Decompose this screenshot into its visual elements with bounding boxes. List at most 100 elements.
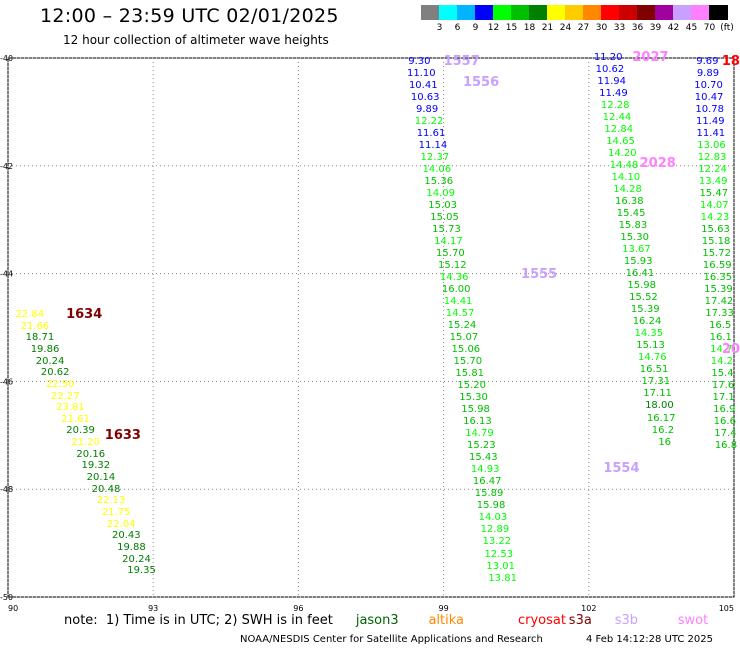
wave-height-label: 16.00 [441,284,471,296]
wave-height-label: 16.47 [472,476,502,488]
scale-swatch [601,5,620,20]
wave-height-label: 21.75 [101,506,131,518]
wave-height-label: 12.53 [484,548,514,560]
wave-height-label: 14.10 [611,172,641,184]
wave-height-label: 15.45 [616,208,646,220]
wave-height-label: 14.23 [700,211,730,223]
scale-label: 42 [667,23,680,33]
scale-swatch [673,5,692,20]
wave-height-label: 14.17 [434,235,463,247]
wave-height-label: 14.07 [700,199,729,211]
wave-height-label: 12.37 [420,151,450,163]
wave-height-label: 23.81 [56,402,85,414]
wave-height-label: 16.2 [651,424,675,436]
wave-height-label: 16.51 [639,364,669,376]
wave-height-label: 14.65 [606,136,635,148]
scale-label: 15 [505,23,518,33]
wave-height-label: 10.41 [408,79,438,91]
pass-id-label: 1555 [521,266,558,282]
wave-height-label: 22.84 [15,309,45,321]
wave-height-label: 14.76 [637,352,667,364]
lon-tick-label: 105 [719,604,734,613]
wave-height-label: 15.72 [702,248,731,259]
scale-label: 6 [454,23,461,33]
lat-tick-label: -48 [0,485,13,494]
wave-height-label: 14.36 [439,272,469,284]
wave-height-label: 15.98 [627,280,657,292]
scale-label: 27 [577,23,590,33]
wave-height-label: 16.41 [625,268,655,280]
lon-tick-label: 96 [293,604,303,613]
wave-height-label: 17.33 [705,308,734,320]
wave-height-label: 17.4 [714,428,737,440]
wave-height-label: 22.27 [51,390,80,402]
note-text: note: 1) Time is in UTC; 2) SWH is in fe… [64,613,333,628]
wave-height-label: 16.35 [703,272,733,284]
scale-label: 45 [685,23,698,33]
wave-height-label: 12.84 [604,124,634,136]
pass-id-label: 1554 [603,460,640,476]
wave-height-label: 15.70 [436,248,465,259]
lon-tick-label: 102 [581,604,596,613]
wave-height-label: 21.61 [61,413,90,425]
wave-height-label: 9.69 [696,55,719,67]
lat-tick-label: -50 [0,593,13,602]
wave-height-label: 20.39 [66,425,95,437]
satellite-legend-jason3: jason3 [355,613,399,628]
wave-height-label: 16.59 [702,260,732,272]
wave-height-label: 14.20 [607,148,637,160]
scale-swatch [709,5,728,20]
pass-id-label: 1557 [443,53,480,69]
wave-height-label: 20.24 [35,355,65,367]
wave-height-label: 15.52 [629,292,658,304]
scale-label: 18 [523,23,536,33]
wave-height-label: 10.47 [694,91,724,103]
satellite-legend-altika: altika [428,613,464,628]
wave-height-label: 17.31 [641,376,671,388]
wave-height-label: 16.1 [709,332,732,344]
wave-height-label: 12.89 [480,524,510,536]
wave-height-label: 15.05 [430,211,459,223]
wave-height-label: 12.22 [414,115,444,127]
scale-unit: (ft) [720,23,734,33]
wave-height-label: 13.67 [622,244,651,256]
wave-height-label: 15.39 [630,304,660,316]
plot-frame [7,57,735,598]
scale-swatch [619,5,638,20]
wave-height-label: 15.23 [467,440,496,452]
wave-height-label: 9.89 [696,67,720,79]
satellite-legend-s3b: s3b [614,613,639,628]
wave-height-label: 15.98 [476,500,506,512]
wave-height-label: 14.48 [609,160,639,172]
wave-height-label: 13.06 [697,139,726,151]
satellite-legend-s3a: s3a [568,613,592,628]
scale-swatch [583,5,602,20]
scale-swatch [439,5,458,20]
wave-height-label: 11.20 [593,51,623,63]
wave-height-label: 15.81 [455,368,485,380]
wave-height-label: 9.30 [408,55,431,67]
scale-swatch [565,5,584,20]
wave-height-label: 19.86 [30,343,60,355]
wave-height-label: 15.03 [428,199,457,211]
wave-height-label: 20.16 [76,448,106,460]
wave-height-label: 15.18 [701,235,731,247]
wave-height-label: 17.42 [704,296,734,308]
wave-height-label: 16.13 [463,416,492,428]
lon-tick-label: 90 [8,604,18,613]
wave-height-label: 14.41 [443,296,473,308]
wave-height-label: 10.70 [694,79,723,91]
wave-height-label: 15.73 [432,223,461,235]
page-subtitle: 12 hour collection of altimeter wave hei… [63,33,329,47]
scale-swatch [691,5,710,20]
wave-height-label: 14.06 [422,163,452,175]
scale-label: 30 [595,23,608,33]
pass-id-label: 2027 [632,49,669,65]
wave-height-label: 14.79 [465,428,494,440]
wave-height-label: 15.36 [424,175,454,187]
wave-height-label: 20.62 [40,367,70,379]
wave-height-label: 14.2 [710,356,734,368]
wave-height-label: 16.8 [714,440,738,452]
wave-height-label: 12.24 [698,163,727,175]
wave-height-label: 22.50 [45,378,75,390]
